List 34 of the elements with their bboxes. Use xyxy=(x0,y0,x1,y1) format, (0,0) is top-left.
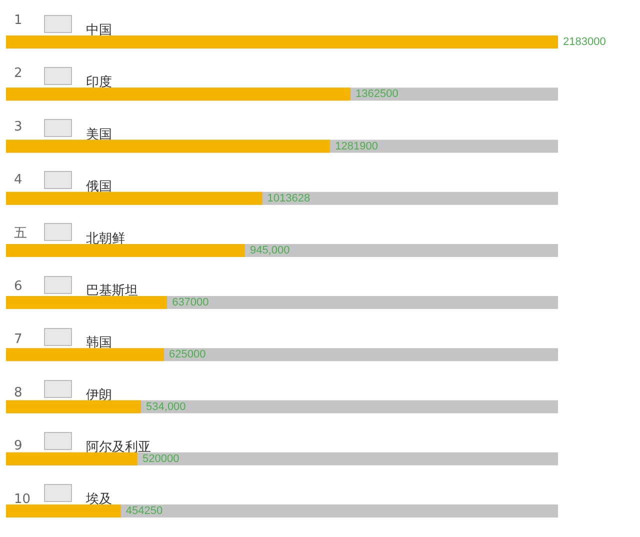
data-label: 1362500 xyxy=(356,88,398,100)
y-tick-label: 巴基斯坦 xyxy=(86,282,138,298)
y-tick-label: 伊朗 xyxy=(86,386,112,402)
data-label: 2183000 xyxy=(563,36,606,48)
data-label: 1013628 xyxy=(267,192,310,204)
data-label: 534,000 xyxy=(146,400,186,413)
annotation: 2 xyxy=(14,66,22,82)
annotation: 3 xyxy=(14,119,22,134)
y-tick-label: 韩国 xyxy=(86,334,112,350)
annotation: 1 xyxy=(14,13,22,28)
data-label: 945,000 xyxy=(250,244,290,256)
annotation: 8 xyxy=(14,385,22,400)
data-label: 1281900 xyxy=(335,140,378,152)
y-tick-label: 中国 xyxy=(86,22,112,38)
annotation: 10 xyxy=(14,492,31,507)
bar xyxy=(6,400,142,414)
y-tick-label: 埃及 xyxy=(85,490,112,506)
annotation: 五 xyxy=(14,226,27,241)
annotation: 4 xyxy=(14,172,22,188)
y-tick-label: 印度 xyxy=(86,74,112,90)
annotation: 7 xyxy=(14,332,22,348)
annotation: 6 xyxy=(14,279,22,294)
bar xyxy=(6,504,121,518)
y-tick-label: 美国 xyxy=(86,126,112,142)
y-tick-label: 阿尔及利亚 xyxy=(86,438,151,454)
data-label: 454250 xyxy=(126,504,163,517)
data-label: 520000 xyxy=(142,452,180,465)
data-label: 625000 xyxy=(169,348,206,361)
bar xyxy=(6,348,164,362)
bar xyxy=(6,452,138,466)
y-tick-label: 北朝鲜 xyxy=(86,230,125,246)
data-label: 637000 xyxy=(172,296,209,309)
annotation: 9 xyxy=(14,438,22,454)
y-tick-label: 俄国 xyxy=(86,178,112,194)
